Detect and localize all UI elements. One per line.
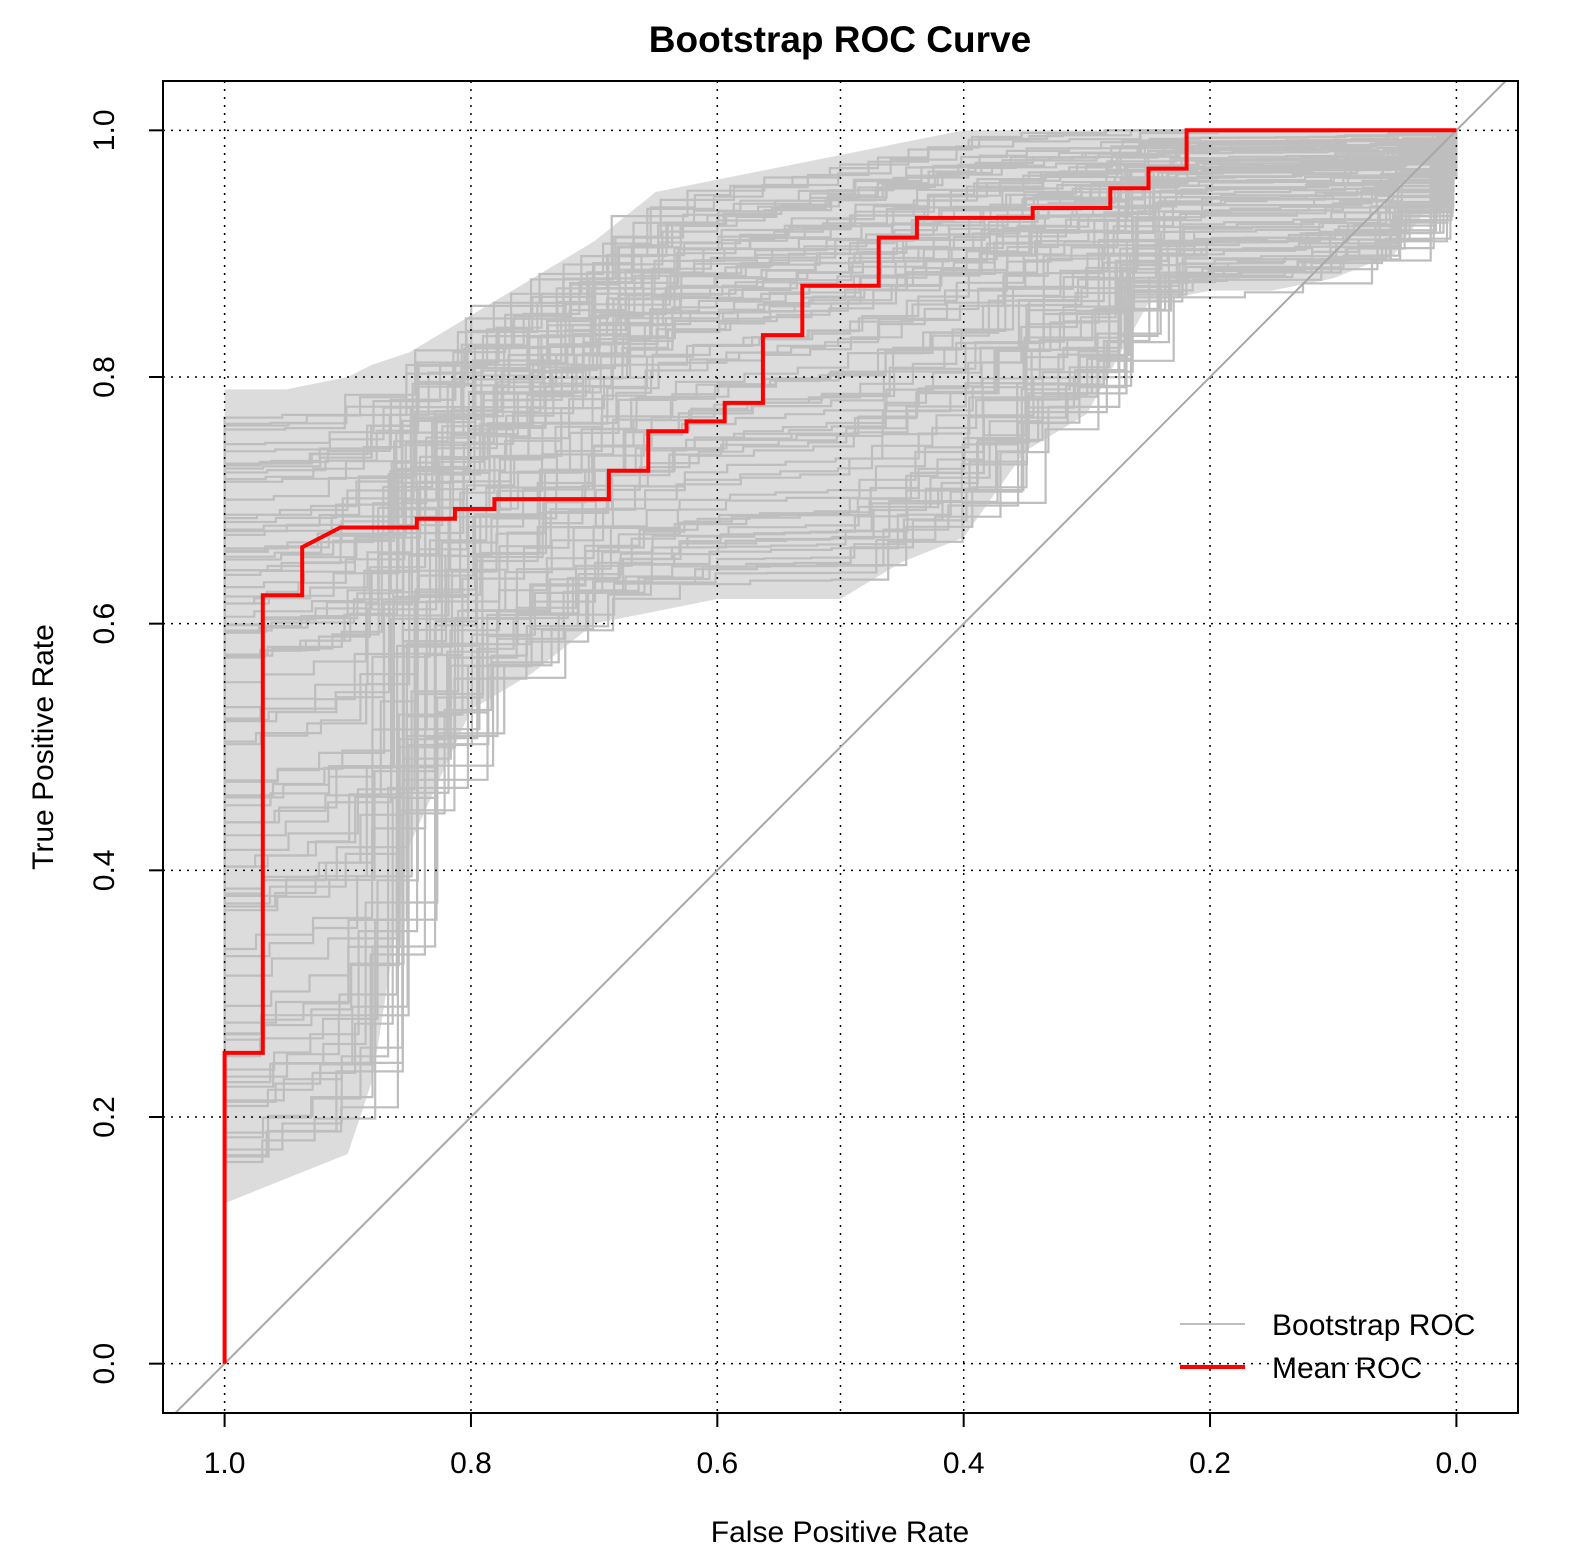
bootstrap-roc-curve	[223, 130, 1458, 1364]
bootstrap-roc-curve	[223, 130, 1458, 1364]
bootstrap-roc-curve	[223, 130, 1458, 1364]
x-tick-label: 0.0	[1436, 1447, 1478, 1480]
diagonal-reference-line	[173, 81, 1508, 1413]
bootstrap-roc-curve	[223, 130, 1458, 1364]
bootstrap-roc-curve	[223, 130, 1458, 1364]
bootstrap-roc-curve	[223, 130, 1458, 1364]
bootstrap-roc-curve	[223, 130, 1458, 1364]
bootstrap-roc-curve	[223, 130, 1458, 1364]
bootstrap-roc-curve	[223, 130, 1458, 1364]
bootstrap-roc-curve	[223, 130, 1458, 1364]
y-axis-label: True Positive Rate	[27, 624, 60, 870]
x-axis: 1.0 0.8 0.6 0.4 0.2 0.0	[204, 1412, 1478, 1480]
bootstrap-roc-curve	[223, 130, 1458, 1364]
bootstrap-roc-curve	[223, 129, 1457, 1364]
bootstrap-roc-curve	[223, 130, 1458, 1364]
bootstrap-roc-curve	[223, 130, 1458, 1364]
bootstrap-roc-curve	[223, 130, 1458, 1364]
bootstrap-roc-curve	[223, 130, 1458, 1364]
legend-label-bootstrap-roc: Bootstrap ROC	[1272, 1309, 1475, 1342]
bootstrap-roc-curves	[223, 129, 1458, 1364]
y-tick-label: 0.4	[88, 849, 121, 891]
x-tick-label: 1.0	[204, 1447, 246, 1480]
y-axis: 0.0 0.2 0.4 0.6 0.8 1.0	[88, 109, 164, 1385]
bootstrap-roc-curve	[223, 130, 1458, 1364]
bootstrap-roc-curve	[223, 130, 1458, 1364]
bootstrap-roc-curve	[223, 130, 1458, 1364]
x-tick-label: 0.8	[450, 1447, 492, 1480]
bootstrap-roc-curve	[223, 129, 1457, 1364]
bootstrap-roc-curve	[223, 130, 1458, 1364]
bootstrap-roc-curve	[223, 130, 1458, 1364]
mean-roc-line	[222, 128, 1457, 1364]
x-tick-label: 0.2	[1189, 1447, 1231, 1480]
grid-lines	[163, 81, 1518, 1413]
legend-label-mean-roc: Mean ROC	[1272, 1352, 1422, 1385]
bootstrap-roc-curve	[223, 130, 1458, 1364]
bootstrap-roc-curve	[223, 130, 1458, 1364]
legend: Bootstrap ROC Mean ROC	[1180, 1309, 1475, 1385]
bootstrap-roc-curve	[223, 130, 1458, 1364]
bootstrap-roc-curve	[223, 130, 1458, 1364]
y-tick-label: 0.2	[88, 1096, 121, 1138]
bootstrap-roc-curve	[223, 130, 1458, 1364]
y-tick-label: 0.0	[88, 1343, 121, 1385]
bootstrap-roc-curve	[223, 130, 1458, 1364]
y-tick-label: 0.8	[88, 356, 121, 398]
x-tick-label: 0.4	[943, 1447, 985, 1480]
plot-area	[163, 81, 1518, 1413]
chart-title: Bootstrap ROC Curve	[649, 19, 1031, 60]
x-tick-label: 0.6	[696, 1447, 738, 1480]
bootstrap-roc-curve	[223, 130, 1458, 1364]
bootstrap-roc-curve	[223, 130, 1458, 1364]
x-axis-label: False Positive Rate	[711, 1516, 969, 1549]
bootstrap-roc-curve	[223, 130, 1458, 1364]
bootstrap-roc-curve	[223, 129, 1457, 1364]
y-tick-label: 0.6	[88, 603, 121, 645]
bootstrap-roc-curve	[223, 130, 1458, 1364]
y-tick-label: 1.0	[88, 109, 121, 151]
